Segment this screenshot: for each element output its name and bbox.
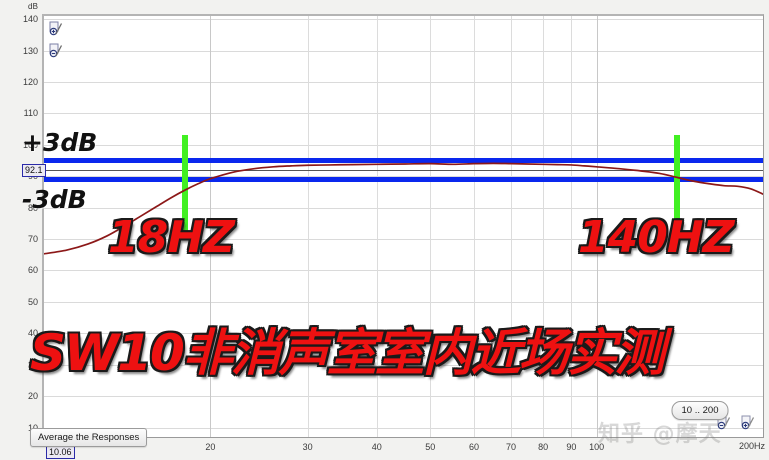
marker-line-low[interactable]: [182, 135, 189, 233]
lower-limit-line: [44, 177, 763, 183]
y-tick-label: 60: [27, 265, 38, 276]
y-tick-label: 130: [22, 45, 38, 56]
grid-line-horizontal: [44, 239, 763, 241]
grid-line-vertical: [511, 16, 513, 437]
reference-level-line: [44, 169, 763, 171]
response-curve: [44, 162, 763, 255]
grid-line-vertical: [543, 16, 545, 437]
x-tick-label: 70: [506, 442, 517, 452]
y-tick-label: 30: [27, 359, 38, 370]
grid-line-vertical: [376, 16, 378, 437]
y-tick-label: 10: [0, 423, 42, 433]
zoom-in-icon-corner[interactable]: [740, 414, 758, 432]
average-responses-button[interactable]: Average the Responses: [30, 428, 148, 447]
grid-line-horizontal: [44, 396, 763, 398]
x-tick-label: 40: [371, 442, 382, 452]
y-value-readout[interactable]: 92.1: [22, 163, 46, 177]
y-axis-unit-label: dB: [28, 2, 39, 11]
x-tick-label: 30: [302, 442, 313, 452]
x-value-readout[interactable]: 10.06: [46, 446, 75, 459]
grid-line-vertical: [763, 16, 764, 437]
x-tick-label: 80: [538, 442, 549, 452]
y-tick-label: 120: [22, 76, 38, 87]
grid-line-horizontal: [44, 427, 763, 429]
grid-line-horizontal: [44, 81, 763, 83]
grid-line-horizontal: [44, 301, 763, 303]
y-tick-label: 50: [27, 296, 38, 307]
plot-gridlines: [44, 16, 763, 437]
zoom-in-icon[interactable]: [48, 20, 66, 38]
y-axis-ticks: 140130120110100908070605040302010: [0, 0, 42, 460]
grid-line-vertical: [571, 16, 573, 437]
grid-line-vertical: [210, 16, 212, 437]
y-tick-label: 40: [27, 328, 38, 339]
y-tick-label: 20: [27, 391, 38, 402]
grid-line-horizontal: [44, 333, 763, 335]
zoom-out-icon[interactable]: [48, 42, 66, 60]
grid-line-horizontal: [44, 207, 763, 209]
grid-line-vertical: [596, 16, 598, 437]
x-tick-label: 20: [205, 442, 216, 452]
grid-line-horizontal: [44, 113, 763, 115]
x-axis-unit-label: 200Hz: [738, 441, 765, 451]
marker-label-high: 140HZ: [578, 212, 735, 263]
upper-limit-line: [44, 158, 763, 164]
marker-line-high[interactable]: [674, 135, 681, 233]
grid-line-vertical: [307, 16, 309, 437]
title-overlay: SW10非消声室室内近场实测: [30, 324, 665, 382]
grid-line-horizontal: [44, 144, 763, 146]
x-tick-label: 60: [469, 442, 480, 452]
frequency-response-plot[interactable]: [42, 14, 764, 438]
x-tick-label: 50: [425, 442, 436, 452]
grid-line-horizontal: [44, 364, 763, 366]
grid-line-horizontal: [44, 50, 763, 52]
grid-line-horizontal: [44, 19, 763, 21]
y-tick-label: 110: [23, 108, 38, 119]
x-tick-label: 90: [566, 442, 577, 452]
marker-label-low: 18HZ: [108, 212, 235, 263]
y-tick-label: 100: [22, 139, 38, 150]
grid-line-horizontal: [44, 270, 763, 272]
plus-3db-label: +3dB: [22, 128, 98, 157]
range-selector-button[interactable]: 10 .. 200: [671, 401, 729, 420]
y-tick-label: 80: [27, 202, 38, 213]
y-tick-label: 140: [22, 14, 38, 25]
minus-3db-label: -3dB: [22, 185, 87, 214]
grid-line-vertical: [474, 16, 476, 437]
grid-line-horizontal: [44, 176, 763, 178]
x-tick-label: 100: [589, 442, 605, 452]
y-tick-label: 70: [27, 234, 38, 245]
grid-line-vertical: [430, 16, 432, 437]
